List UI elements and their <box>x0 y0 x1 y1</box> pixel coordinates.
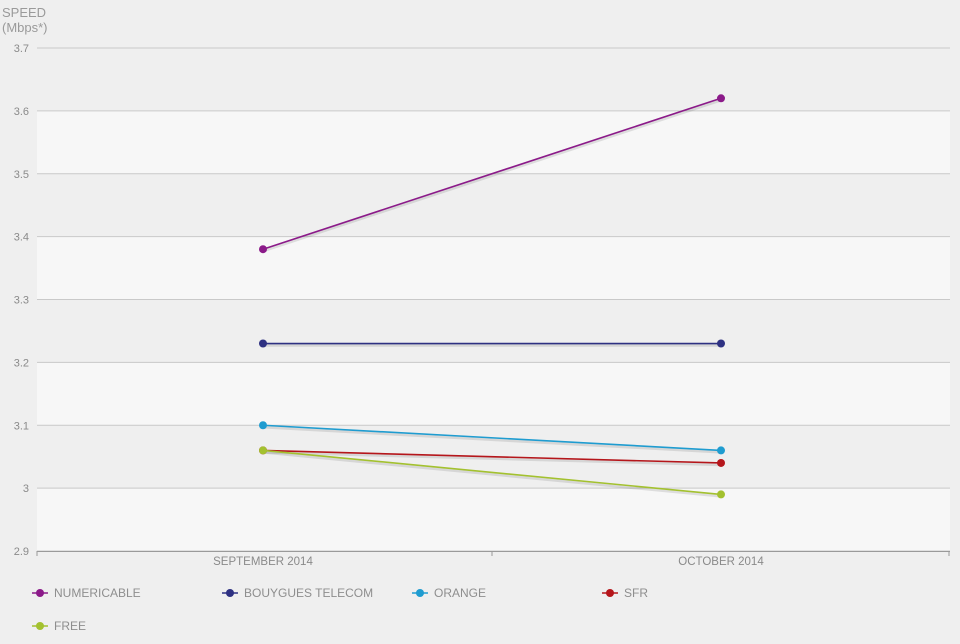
legend-item-numericable[interactable]: NUMERICABLE <box>32 583 141 603</box>
grid-band <box>37 362 950 426</box>
data-point <box>717 94 725 103</box>
legend-label: NUMERICABLE <box>54 586 141 600</box>
legend-swatch <box>412 589 428 597</box>
series-line <box>262 449 722 464</box>
grid-band <box>37 110 950 174</box>
data-point <box>717 339 725 348</box>
legend-swatch <box>32 589 48 597</box>
legend-item-bouygues-telecom[interactable]: BOUYGUES TELECOM <box>222 583 373 603</box>
grid-band <box>37 236 950 300</box>
legend-label: BOUYGUES TELECOM <box>244 586 374 600</box>
y-axis-title: SPEED (Mbps*) <box>2 5 48 35</box>
data-point <box>717 446 725 455</box>
series-line-shadow <box>262 99 722 253</box>
y-axis-title-line-1: SPEED <box>2 5 47 20</box>
y-tick-label: 3 <box>23 483 29 495</box>
grid-band <box>37 488 950 551</box>
y-tick-label: 3.3 <box>14 295 29 307</box>
series-line-shadow <box>262 451 722 498</box>
series-line <box>262 424 722 452</box>
y-tick-label: 3.6 <box>14 106 29 118</box>
x-tick-label: SEPTEMBER 2014 <box>213 556 313 568</box>
legend-item-sfr[interactable]: SFR <box>602 583 648 603</box>
x-tick-label: OCTOBER 2014 <box>678 556 764 568</box>
legend-label: ORANGE <box>434 586 487 600</box>
legend-label: FREE <box>54 619 87 633</box>
data-point <box>717 458 725 467</box>
legend-swatch <box>32 622 48 630</box>
data-point <box>259 339 267 348</box>
legend-swatch <box>602 589 618 597</box>
plot-area: 2.9 3 3.1 3.2 3.3 3.4 3.5 3.6 3.7 SEPTEMBER 2014 O… <box>14 43 950 568</box>
legend-item-orange[interactable]: ORANGE <box>412 583 486 603</box>
legend-label: SFR <box>624 586 648 600</box>
y-axis-title-line-2: (Mbps*) <box>2 20 48 35</box>
legend-swatch <box>222 589 238 597</box>
series-line-shadow <box>262 451 722 467</box>
y-tick-label: 3.1 <box>14 420 29 432</box>
data-point <box>259 446 267 455</box>
series-line <box>262 449 722 496</box>
y-tick-label: 3.5 <box>14 169 29 181</box>
y-tick-label: 3.4 <box>14 232 29 244</box>
y-tick-label: 3.7 <box>14 43 29 55</box>
data-point <box>259 421 267 430</box>
y-tick-label: 3.2 <box>14 357 29 369</box>
y-tick-label: 2.9 <box>14 546 29 558</box>
data-point <box>717 490 725 499</box>
data-point <box>259 245 267 254</box>
legend-item-free[interactable]: FREE <box>32 616 86 636</box>
series-line-shadow <box>262 426 722 454</box>
series-line <box>262 97 722 250</box>
